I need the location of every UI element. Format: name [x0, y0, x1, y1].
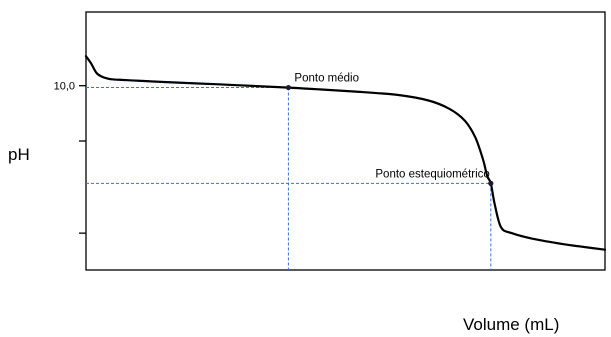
midpoint-point — [285, 84, 292, 91]
equivalence-point — [488, 180, 494, 186]
guide-lines — [86, 87, 492, 270]
annotation-labels: Ponto médio Ponto estequiométrico — [294, 73, 489, 181]
y-tick-label-0: 10,0 — [54, 81, 75, 93]
plot-frame — [85, 11, 606, 271]
annotation-points — [285, 84, 494, 186]
equivalence-label: Ponto estequiométrico — [375, 168, 489, 180]
titration-curve — [84, 55, 607, 251]
x-axis-label: Volume (mL) — [463, 315, 559, 334]
midpoint-label: Ponto médio — [294, 73, 359, 85]
y-axis-label: pH — [8, 145, 30, 164]
y-axis-ticks: 10,0 — [54, 81, 86, 234]
